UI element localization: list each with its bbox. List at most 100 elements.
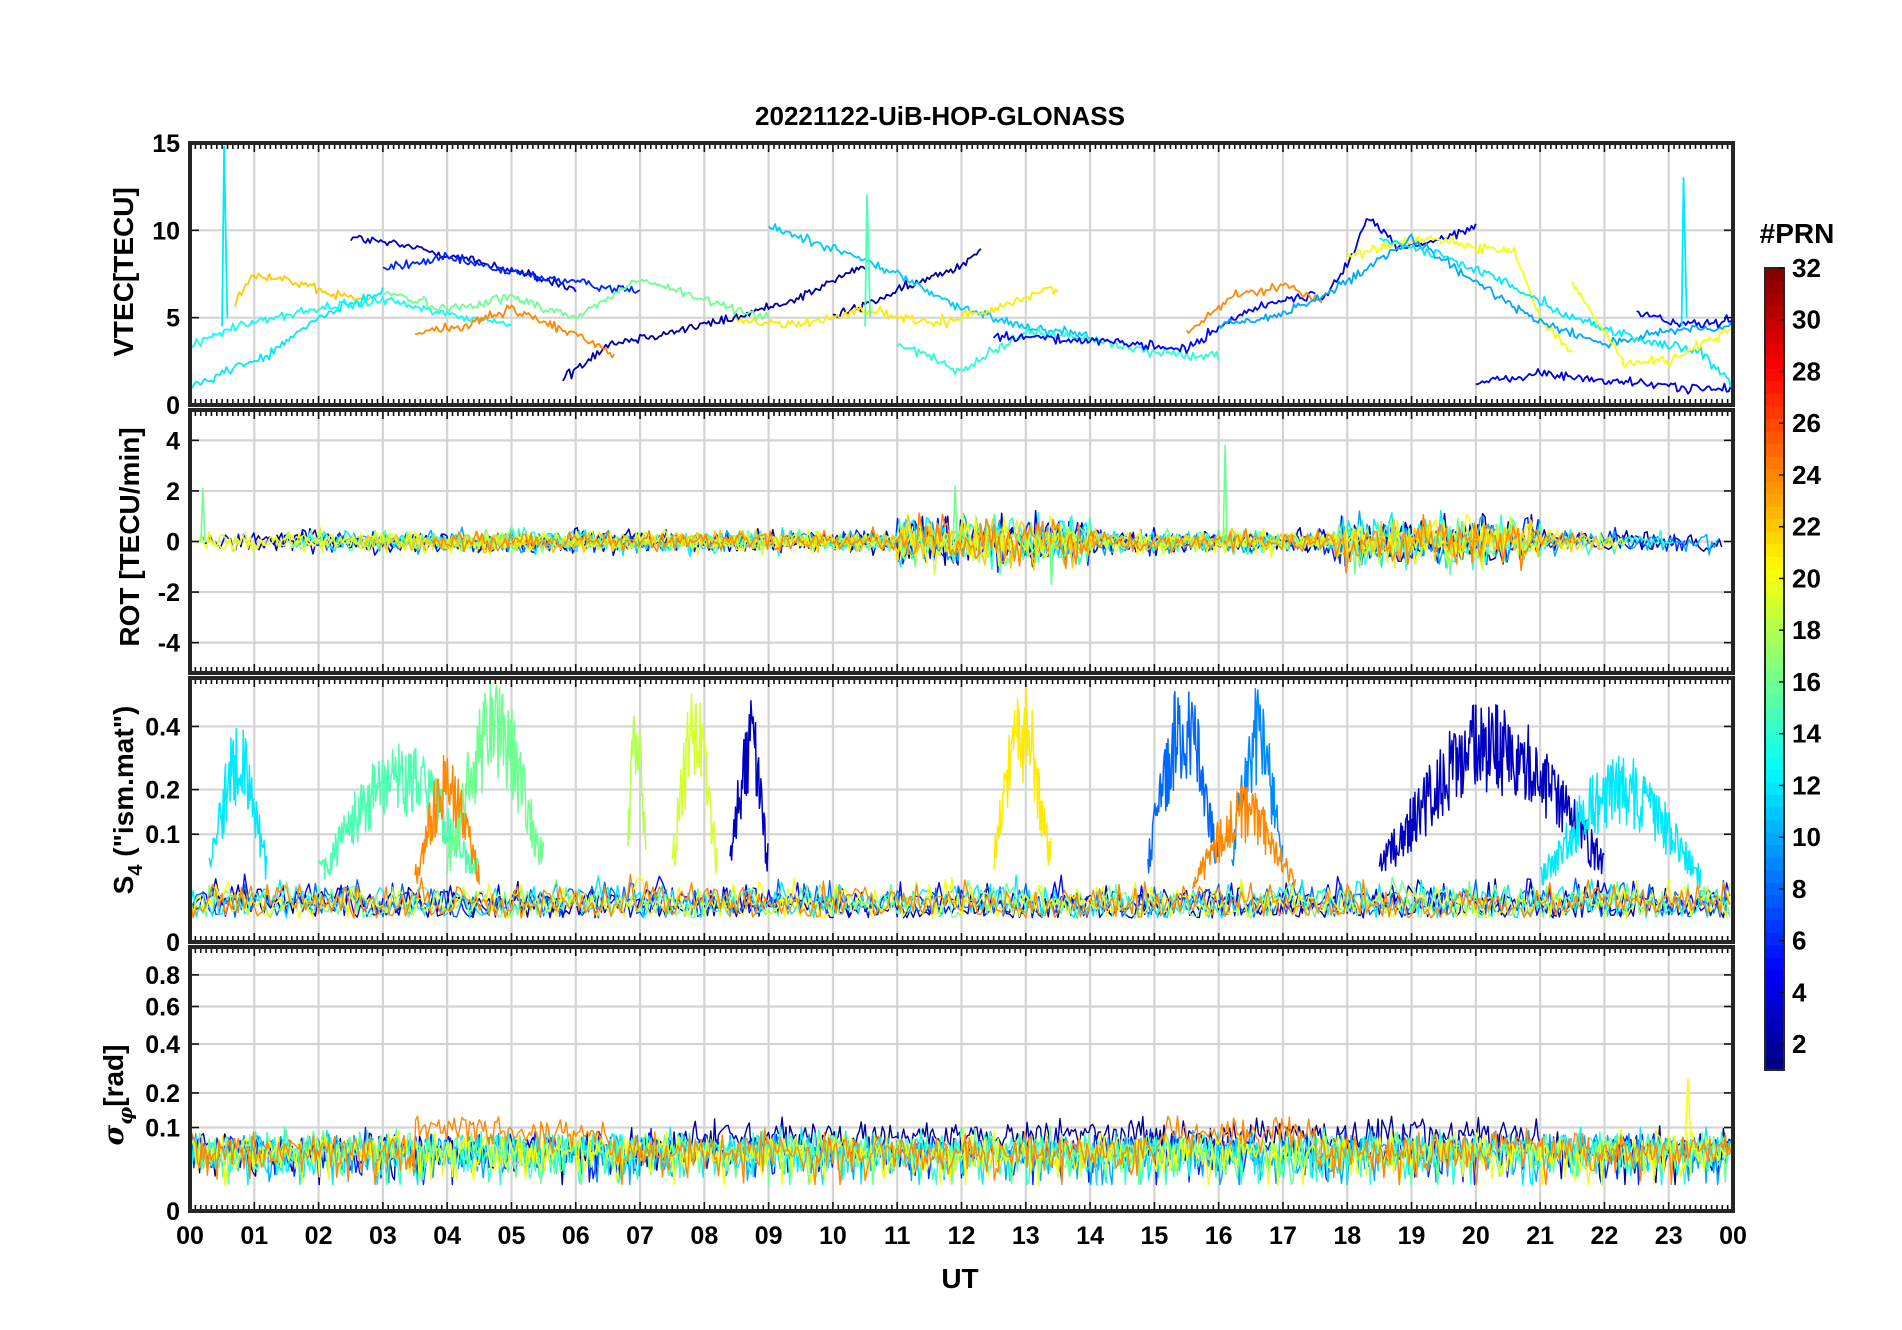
x-tick-label: 18	[1333, 1222, 1361, 1250]
colorbar-tick-label: 20	[1792, 563, 1821, 593]
rot-frame	[188, 408, 1735, 675]
axes-box	[188, 676, 1735, 944]
x-tick-label: 03	[369, 1222, 397, 1250]
s4-peak-line	[446, 683, 545, 874]
y-tick-label: 0.4	[145, 1031, 180, 1059]
colorbar-segment	[1765, 481, 1784, 495]
y-tick-label: 0	[166, 392, 180, 420]
x-tick-label: 01	[240, 1222, 268, 1250]
colorbar-segment	[1765, 769, 1784, 783]
y-tick-label: 0.8	[145, 962, 180, 990]
x-tick-label: 20	[1462, 1222, 1490, 1250]
x-tick-labels: 00 01 02 03 04 05 06 07 08 09 10 11 12 13 14 15 16 17 18 19…	[176, 1222, 1747, 1250]
colorbar-tick-label: 4	[1792, 977, 1807, 1007]
y-tick-label: 0.2	[145, 1080, 180, 1108]
y-tick-label: 15	[152, 130, 180, 158]
vtec-series-line	[1475, 368, 1734, 395]
colorbar-segment	[1765, 280, 1784, 294]
rot-ytick-labels: -4 -2 0 2 4	[158, 427, 180, 657]
x-tick-label: 00	[1719, 1222, 1747, 1250]
colorbar-segment	[1765, 455, 1784, 470]
colorbar-segment	[1765, 894, 1784, 908]
colorbar-gradient	[1764, 267, 1785, 1071]
colorbar-segment	[1765, 1044, 1784, 1059]
s4-peak-line	[992, 687, 1052, 870]
rot-axis-label: ROT [TECU/min]	[114, 427, 145, 646]
colorbar-tick-label: 10	[1792, 822, 1821, 852]
vtec-series-line	[1185, 282, 1323, 334]
vtec-series-line	[382, 251, 641, 294]
colorbar-segment	[1765, 982, 1784, 996]
colorbar-segment	[1765, 731, 1784, 745]
sigma-phi-series-line	[189, 1126, 1732, 1186]
vtec-series-line	[1346, 235, 1573, 353]
vtec-series-line	[1636, 310, 1734, 329]
colorbar-segment	[1765, 669, 1784, 683]
rot-spike	[1222, 444, 1228, 542]
colorbar-segment	[1765, 1019, 1784, 1034]
vtec-series-line	[562, 265, 866, 382]
colorbar-segment	[1765, 719, 1784, 733]
colorbar-tick-label: 28	[1792, 356, 1821, 386]
x-tick-label: 14	[1076, 1222, 1104, 1250]
sigma-phi-data	[189, 1078, 1732, 1186]
s4-peak-line	[1539, 755, 1702, 889]
axes-box	[188, 945, 1735, 1213]
s4-peak-line	[1378, 703, 1605, 875]
x-tick-label: 05	[498, 1222, 526, 1250]
x-tick-label: 09	[755, 1222, 783, 1250]
colorbar-segment	[1765, 518, 1784, 532]
colorbar-segment	[1765, 1032, 1784, 1046]
colorbar-segment	[1765, 806, 1784, 820]
x-tick-label: 23	[1655, 1222, 1683, 1250]
rot-series-line	[432, 512, 1579, 574]
vtec-frame	[188, 141, 1735, 407]
vtec-ytick-labels: 0 5 10 15	[152, 130, 180, 420]
colorbar-segment	[1765, 656, 1784, 670]
y-tick-label: 0.1	[145, 821, 180, 849]
s4-baseline-line	[189, 873, 1731, 919]
colorbar-segment	[1765, 618, 1784, 633]
colorbar-segment	[1765, 969, 1784, 983]
y-tick-label: 0.4	[145, 713, 180, 741]
rot-panel: -4 -2 0 2 4 ROT [TECU/min]	[114, 408, 1735, 675]
sigma-phi-series-line	[189, 1125, 1732, 1186]
s4-panel: 0 0.1 0.2 0.4 S4 ("ism.mat")	[108, 676, 1735, 957]
x-tick-label: 15	[1140, 1222, 1168, 1250]
colorbar-segment	[1765, 330, 1784, 344]
colorbar-segment	[1765, 1007, 1784, 1021]
x-tick-label: 16	[1205, 1222, 1233, 1250]
s4-peak-line	[729, 700, 769, 872]
x-tick-label: 10	[819, 1222, 847, 1250]
x-tick-label: 04	[433, 1222, 461, 1250]
y-tick-label: 5	[166, 305, 180, 333]
x-tick-label: 22	[1591, 1222, 1619, 1250]
colorbar-segment	[1765, 643, 1784, 658]
colorbar-segment	[1765, 694, 1784, 708]
colorbar-segment	[1765, 305, 1784, 319]
colorbar-tick-label: 32	[1792, 253, 1821, 283]
colorbar-segment	[1765, 593, 1784, 607]
vtec-series-line	[992, 290, 1316, 354]
s4-peak-line	[1192, 785, 1297, 890]
y-tick-label: -4	[158, 630, 180, 658]
y-tick-label: 0	[166, 929, 180, 957]
colorbar-tick-label: 8	[1792, 874, 1806, 904]
x-tick-label: 02	[305, 1222, 333, 1250]
colorbar-segment	[1765, 293, 1784, 307]
colorbar-segment	[1765, 744, 1784, 758]
vtec-series-line	[189, 296, 513, 349]
vtec-series-line	[382, 278, 770, 322]
s4-peak-line	[208, 728, 268, 880]
vtec-spike	[864, 194, 872, 327]
x-tick-label: 13	[1012, 1222, 1040, 1250]
vtec-data	[189, 145, 1734, 395]
y-tick-label: 10	[152, 217, 180, 245]
colorbar-segment	[1765, 380, 1784, 394]
vtec-series-line	[415, 304, 616, 359]
colorbar-segment	[1765, 994, 1784, 1008]
vtec-series-line	[735, 286, 1059, 329]
colorbar-segment	[1765, 568, 1784, 582]
